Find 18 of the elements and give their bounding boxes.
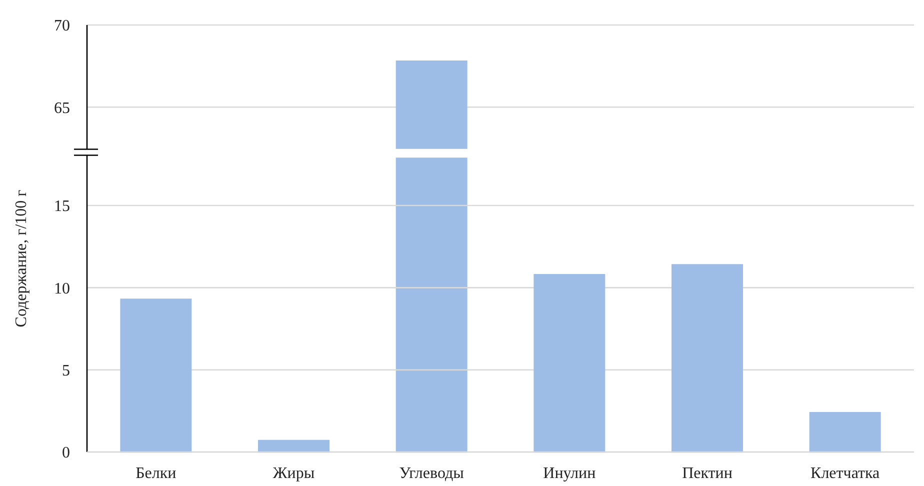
y-tick-label: 0 <box>62 444 70 462</box>
x-tick-label: Клетчатка <box>810 465 880 482</box>
y-tick-label: 5 <box>62 362 70 380</box>
bar <box>534 274 606 453</box>
bar <box>258 440 330 453</box>
y-axis-title: Содержание, г/100 г <box>13 189 30 328</box>
y-tick-label: 15 <box>54 198 70 216</box>
bar <box>672 264 743 453</box>
y-tick-label: 70 <box>54 18 70 35</box>
y-tick-label: 65 <box>54 100 70 117</box>
x-tick-label: Углеводы <box>399 465 464 482</box>
x-tick-label: Белки <box>136 465 177 482</box>
x-tick-label: Жиры <box>272 465 315 482</box>
y-tick-label: 10 <box>54 280 70 298</box>
bar <box>120 298 192 453</box>
x-tick-label: Инулин <box>543 465 596 482</box>
x-tick-label: Пектин <box>682 465 733 482</box>
bar <box>809 412 881 453</box>
